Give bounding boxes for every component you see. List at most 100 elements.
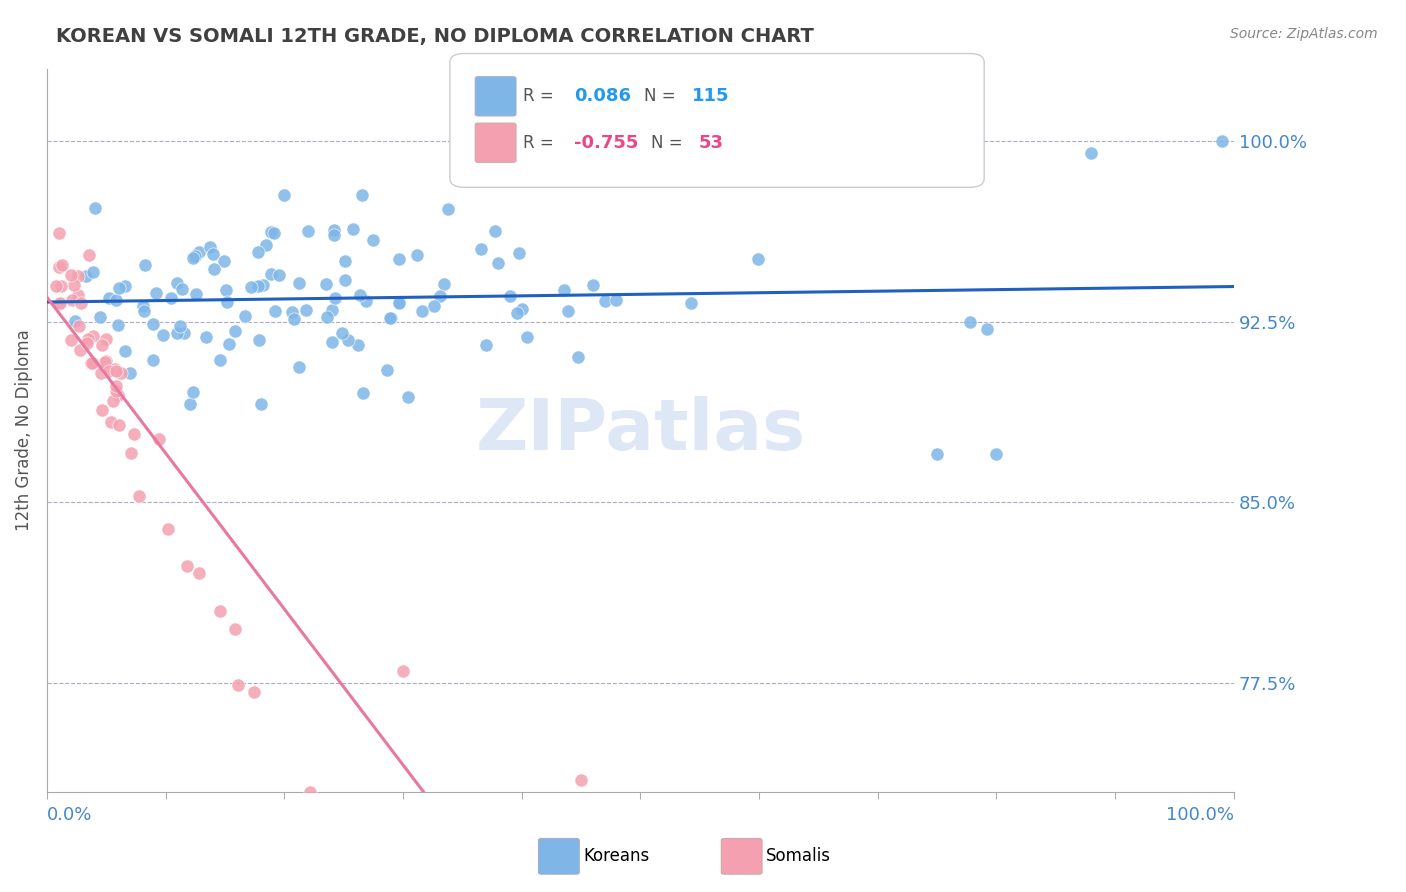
Point bbox=[142, 352, 165, 367]
Text: ZIPatlas: ZIPatlas bbox=[475, 396, 806, 465]
Point bbox=[187, 566, 209, 581]
Point bbox=[94, 355, 117, 369]
Point bbox=[173, 326, 195, 341]
Point bbox=[263, 226, 285, 240]
Text: 0.086: 0.086 bbox=[574, 87, 631, 105]
Point bbox=[323, 223, 346, 237]
Point bbox=[569, 772, 592, 787]
Point bbox=[247, 244, 270, 259]
Point bbox=[69, 295, 91, 310]
Point bbox=[104, 362, 127, 376]
Point bbox=[63, 277, 86, 292]
Point bbox=[114, 278, 136, 293]
Point bbox=[59, 333, 82, 347]
Point bbox=[208, 604, 231, 618]
Point bbox=[959, 315, 981, 329]
Text: 53: 53 bbox=[699, 134, 724, 152]
Point bbox=[250, 397, 273, 411]
Point bbox=[323, 291, 346, 305]
Point bbox=[132, 304, 155, 318]
Point bbox=[347, 338, 370, 352]
Point bbox=[105, 293, 128, 307]
Point bbox=[375, 363, 398, 377]
Point bbox=[388, 252, 411, 266]
Point bbox=[976, 322, 998, 336]
Point bbox=[69, 343, 91, 358]
Point bbox=[349, 288, 371, 302]
Point bbox=[170, 282, 193, 296]
Point bbox=[107, 318, 129, 332]
Point bbox=[411, 304, 433, 318]
Point bbox=[59, 268, 82, 283]
Point bbox=[120, 446, 142, 460]
Point bbox=[67, 319, 90, 334]
Point bbox=[681, 296, 703, 310]
Point bbox=[45, 279, 67, 293]
Point bbox=[378, 311, 401, 326]
Point bbox=[82, 329, 104, 343]
Point bbox=[475, 338, 498, 352]
Point bbox=[506, 306, 529, 320]
Point bbox=[925, 447, 948, 461]
Point bbox=[48, 297, 70, 311]
Point bbox=[986, 447, 1008, 461]
Text: 0.0%: 0.0% bbox=[46, 806, 93, 824]
Point bbox=[315, 277, 337, 292]
Point bbox=[423, 299, 446, 313]
Text: Koreans: Koreans bbox=[583, 847, 650, 865]
Point bbox=[433, 277, 456, 291]
Point bbox=[145, 285, 167, 300]
Point bbox=[593, 294, 616, 309]
Point bbox=[166, 276, 188, 290]
Point bbox=[131, 299, 153, 313]
Point bbox=[48, 226, 70, 240]
Point bbox=[323, 227, 346, 242]
Text: R =: R = bbox=[523, 87, 560, 105]
Point bbox=[288, 276, 311, 290]
Point bbox=[98, 291, 121, 305]
Point bbox=[49, 279, 72, 293]
Text: N =: N = bbox=[644, 87, 681, 105]
Point bbox=[333, 253, 356, 268]
Point bbox=[553, 283, 575, 297]
Point bbox=[181, 384, 204, 399]
Point bbox=[218, 336, 240, 351]
Point bbox=[342, 222, 364, 236]
Point bbox=[249, 333, 271, 347]
Point bbox=[202, 262, 225, 277]
Text: R =: R = bbox=[523, 134, 560, 152]
Point bbox=[128, 490, 150, 504]
Point bbox=[118, 366, 141, 380]
Point bbox=[252, 277, 274, 292]
Point bbox=[79, 355, 101, 369]
Point bbox=[156, 522, 179, 536]
Point bbox=[51, 258, 73, 272]
Point bbox=[295, 303, 318, 318]
Point bbox=[217, 295, 239, 310]
Point bbox=[209, 353, 232, 368]
Text: Somalis: Somalis bbox=[766, 847, 831, 865]
Point bbox=[104, 384, 127, 398]
Point bbox=[76, 332, 98, 346]
Point bbox=[75, 269, 97, 284]
Point bbox=[160, 291, 183, 305]
Point bbox=[392, 664, 415, 678]
Point bbox=[242, 684, 264, 698]
Point bbox=[254, 238, 277, 252]
Point bbox=[605, 293, 627, 307]
Point bbox=[361, 233, 384, 247]
Point bbox=[63, 314, 86, 328]
Point bbox=[484, 224, 506, 238]
Text: KOREAN VS SOMALI 12TH GRADE, NO DIPLOMA CORRELATION CHART: KOREAN VS SOMALI 12TH GRADE, NO DIPLOMA … bbox=[56, 27, 814, 45]
Point bbox=[198, 240, 221, 254]
Point bbox=[233, 310, 256, 324]
Point bbox=[1211, 134, 1233, 148]
Point bbox=[269, 268, 291, 283]
Point bbox=[299, 785, 322, 799]
Point bbox=[166, 326, 188, 340]
Point bbox=[48, 295, 70, 310]
Point bbox=[110, 367, 132, 381]
Point bbox=[224, 324, 246, 338]
Point bbox=[283, 311, 305, 326]
Point bbox=[508, 246, 530, 260]
